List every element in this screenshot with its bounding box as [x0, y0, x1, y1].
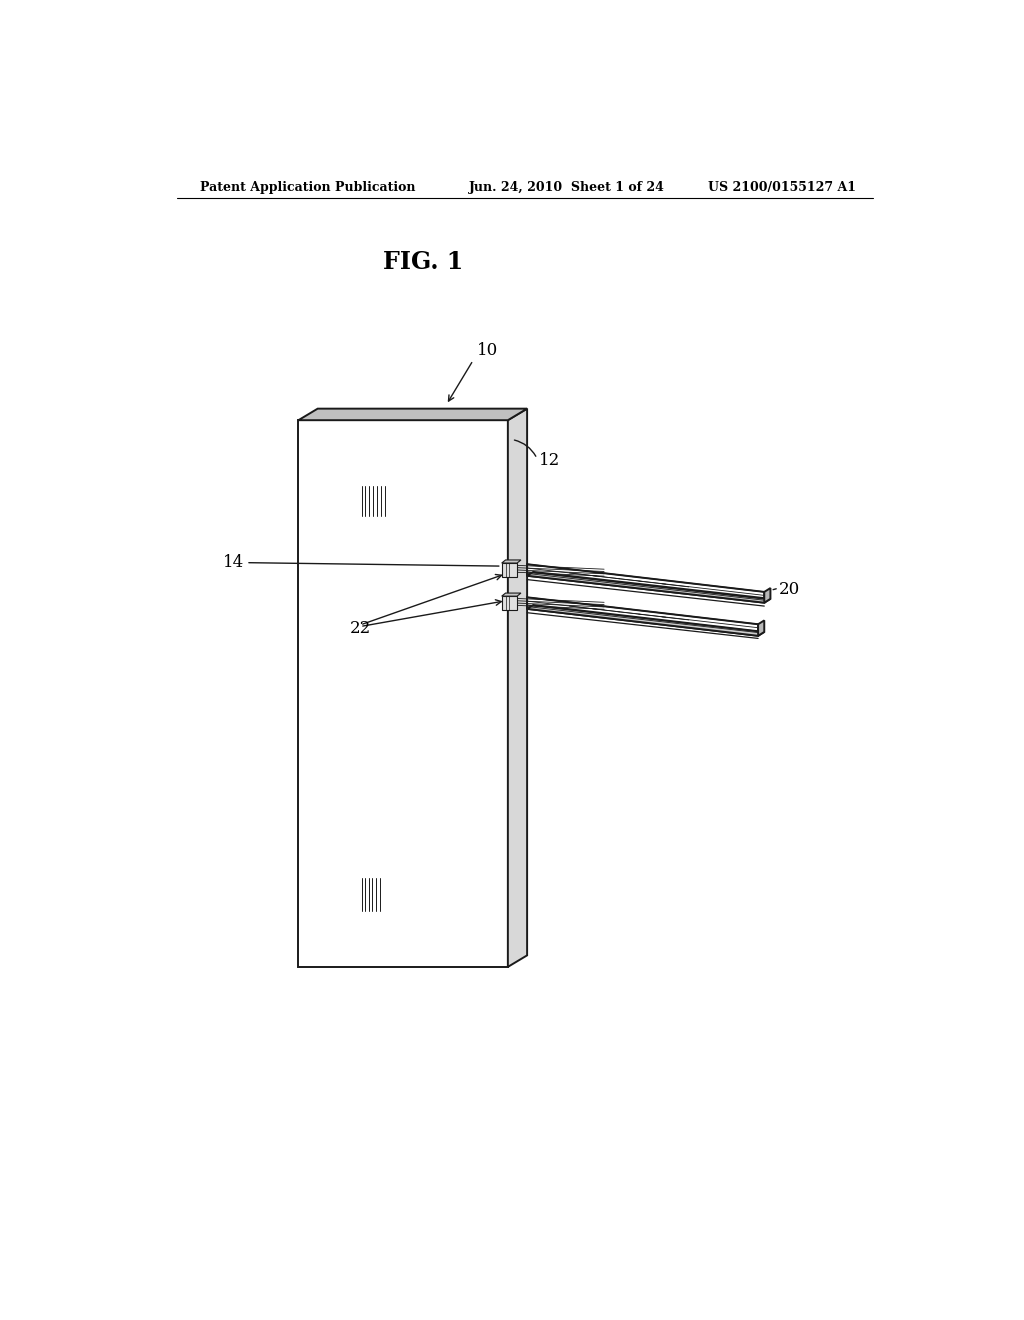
- Text: Patent Application Publication: Patent Application Publication: [200, 181, 416, 194]
- Polygon shape: [508, 409, 527, 966]
- Polygon shape: [502, 560, 521, 564]
- Polygon shape: [758, 620, 764, 636]
- Polygon shape: [527, 564, 764, 603]
- Text: 14: 14: [223, 554, 245, 572]
- Text: US 2100/0155127 A1: US 2100/0155127 A1: [708, 181, 856, 194]
- Polygon shape: [527, 605, 764, 636]
- Polygon shape: [527, 572, 770, 603]
- Text: 10: 10: [477, 342, 499, 359]
- Polygon shape: [527, 598, 758, 636]
- Text: Jun. 24, 2010  Sheet 1 of 24: Jun. 24, 2010 Sheet 1 of 24: [469, 181, 666, 194]
- Text: 12: 12: [539, 451, 560, 469]
- Polygon shape: [764, 589, 770, 603]
- Text: 22: 22: [350, 619, 372, 636]
- Polygon shape: [502, 564, 517, 577]
- Polygon shape: [502, 593, 521, 597]
- Polygon shape: [502, 597, 517, 610]
- Text: FIG. 1: FIG. 1: [383, 251, 463, 275]
- Polygon shape: [298, 420, 508, 966]
- Text: 20: 20: [779, 581, 800, 598]
- Polygon shape: [298, 409, 527, 420]
